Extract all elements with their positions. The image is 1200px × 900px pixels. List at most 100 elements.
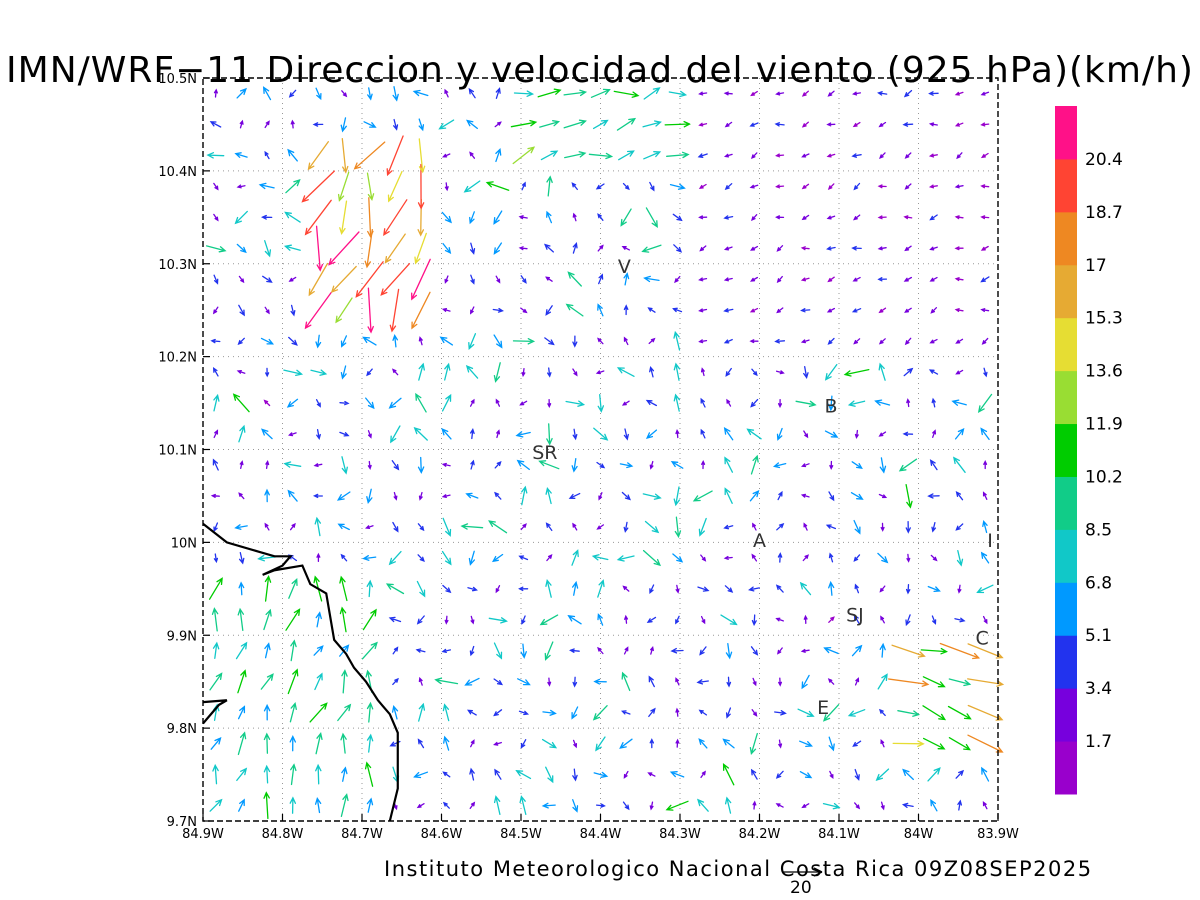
wind-vector xyxy=(700,397,706,408)
wind-vector xyxy=(777,490,783,501)
wind-vector xyxy=(905,583,911,595)
wind-vector xyxy=(649,801,654,811)
wind-vector xyxy=(823,646,839,655)
wind-vector xyxy=(980,152,989,159)
wind-vector xyxy=(853,519,861,535)
wind-vector xyxy=(746,428,762,440)
wind-vector xyxy=(417,738,425,749)
wind-vector xyxy=(597,646,604,655)
wind-vector xyxy=(892,740,925,748)
city-label: E xyxy=(817,697,829,719)
wind-vector xyxy=(469,398,475,407)
wind-vector xyxy=(801,183,810,190)
wind-vector xyxy=(595,736,606,752)
wind-vector xyxy=(646,616,657,624)
city-label: B xyxy=(825,395,838,417)
wind-vector xyxy=(212,458,219,471)
wind-vector xyxy=(520,643,527,659)
wind-vector xyxy=(799,771,813,779)
wind-vector xyxy=(263,791,270,820)
wind-vector xyxy=(877,215,887,220)
wind-vector xyxy=(264,306,270,315)
wind-vector xyxy=(545,305,553,316)
wind-vector xyxy=(700,615,706,625)
wind-vector xyxy=(954,184,964,189)
wind-vector xyxy=(517,678,531,686)
wind-vector xyxy=(288,336,298,346)
wind-vector xyxy=(723,153,733,158)
colorbar-segment xyxy=(1055,741,1077,795)
city-label: SR xyxy=(532,442,557,464)
y-tick-label: 10.2N xyxy=(158,351,197,366)
wind-vector xyxy=(725,642,733,660)
wind-vector xyxy=(411,291,431,330)
wind-vector xyxy=(801,121,809,128)
wind-vector xyxy=(696,798,709,812)
wind-vector xyxy=(698,308,708,313)
wind-vector xyxy=(618,150,635,161)
wind-vector xyxy=(928,122,938,127)
wind-vector xyxy=(520,275,527,284)
wind-vector xyxy=(723,215,734,220)
footer-credit: Instituto Meteorologico Nacional Costa R… xyxy=(384,857,1093,881)
wind-vector xyxy=(752,800,757,810)
wind-vector xyxy=(927,767,941,782)
wind-vector xyxy=(723,246,733,251)
wind-vector xyxy=(847,400,866,407)
wind-vector xyxy=(391,704,399,720)
wind-vector xyxy=(521,367,526,378)
wind-vector xyxy=(442,771,451,778)
wind-vector xyxy=(263,732,271,754)
wind-vector xyxy=(434,677,459,685)
wind-vector xyxy=(827,276,835,283)
wind-vector xyxy=(336,491,351,501)
wind-vector xyxy=(853,554,861,562)
wind-vector xyxy=(519,795,527,816)
wind-vector xyxy=(417,554,425,562)
wind-vector xyxy=(597,394,605,413)
wind-vector xyxy=(257,554,277,562)
wind-vector xyxy=(878,362,886,381)
wind-vector xyxy=(981,337,989,345)
wind-vector xyxy=(750,90,758,97)
wind-vector xyxy=(645,429,658,439)
wind-vector xyxy=(565,400,586,407)
wind-vector xyxy=(803,522,808,531)
wind-vector xyxy=(365,397,375,410)
coastline-west xyxy=(202,699,228,725)
wind-vector xyxy=(283,369,304,377)
wind-vector xyxy=(750,454,759,475)
wind-vector xyxy=(315,611,322,628)
wind-vector xyxy=(902,431,914,437)
wind-vector xyxy=(572,368,578,377)
wind-vector xyxy=(650,645,654,655)
wind-vector xyxy=(313,645,324,656)
wind-vector xyxy=(698,339,708,344)
wind-vector xyxy=(644,520,660,534)
wind-vector xyxy=(285,608,301,631)
wind-vector xyxy=(877,91,888,96)
colorbar-label: 15.3 xyxy=(1085,309,1123,329)
wind-vector xyxy=(468,87,476,99)
wind-vector xyxy=(726,676,732,688)
wind-vector xyxy=(800,246,810,251)
wind-vector xyxy=(545,766,554,784)
wind-vector xyxy=(307,141,329,171)
wind-vector xyxy=(284,211,301,223)
wind-vector xyxy=(878,493,888,499)
wind-vector xyxy=(827,90,835,97)
wind-vector xyxy=(235,641,248,660)
wind-vector xyxy=(698,122,708,127)
wind-vector xyxy=(751,614,757,627)
wind-vector xyxy=(674,516,682,539)
y-tick-label: 10.4N xyxy=(158,165,197,180)
wind-vector xyxy=(290,763,297,786)
colorbar-label: 17 xyxy=(1085,256,1107,276)
wind-vector xyxy=(213,553,219,564)
wind-vector xyxy=(470,615,475,625)
wind-vector xyxy=(956,152,963,160)
wind-vector xyxy=(510,119,538,128)
wind-vector xyxy=(665,800,689,811)
wind-vector xyxy=(698,709,708,716)
wind-vector xyxy=(699,245,707,252)
